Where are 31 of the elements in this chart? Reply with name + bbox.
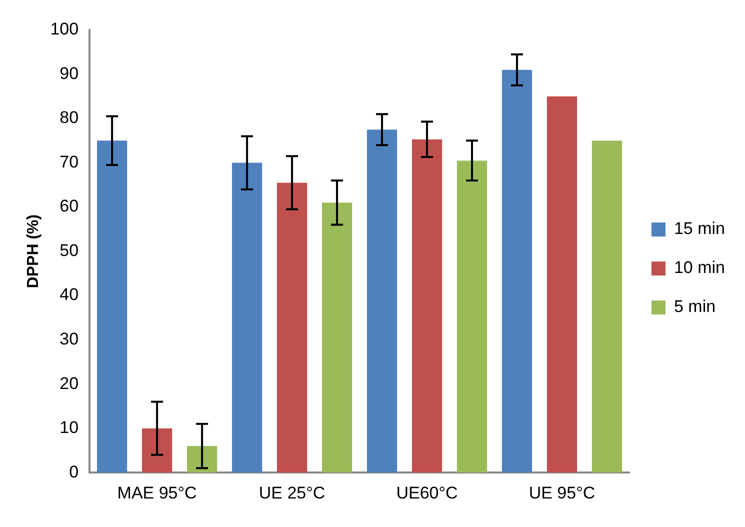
bar xyxy=(232,162,262,473)
x-tick-label: MAE 95°C xyxy=(117,483,197,502)
bar xyxy=(456,160,488,473)
x-tick-label: UE 25°C xyxy=(258,483,326,502)
bar xyxy=(142,428,172,473)
bar xyxy=(502,70,532,473)
bar xyxy=(322,202,352,473)
x-tick-label: UE60°C xyxy=(396,483,458,502)
y-tick-label: 40 xyxy=(60,285,79,304)
bar xyxy=(186,446,218,473)
bar xyxy=(592,140,622,473)
bar xyxy=(366,130,398,473)
y-tick-label: 100 xyxy=(50,20,79,39)
y-tick-label: 50 xyxy=(60,240,79,260)
bar xyxy=(546,96,578,473)
y-tick-label: 30 xyxy=(60,330,79,349)
y-tick-label: 0 xyxy=(69,462,79,482)
y-tick-label: 90 xyxy=(60,64,79,83)
legend-label: 5 min xyxy=(674,297,716,316)
y-tick-label: 20 xyxy=(60,374,79,393)
y-tick-label: 10 xyxy=(60,418,79,438)
legend-label: 15 min xyxy=(674,219,726,238)
bar xyxy=(96,140,128,473)
y-axis-title: DPPH (%) xyxy=(25,214,42,288)
y-tick-label: 60 xyxy=(60,196,79,216)
x-tick-label: UE 95°C xyxy=(528,483,596,502)
bar xyxy=(276,182,308,473)
legend-label: 10 min xyxy=(674,258,726,278)
y-tick-label: 80 xyxy=(60,108,79,128)
y-tick-label: 70 xyxy=(60,152,79,172)
bar xyxy=(412,139,442,473)
